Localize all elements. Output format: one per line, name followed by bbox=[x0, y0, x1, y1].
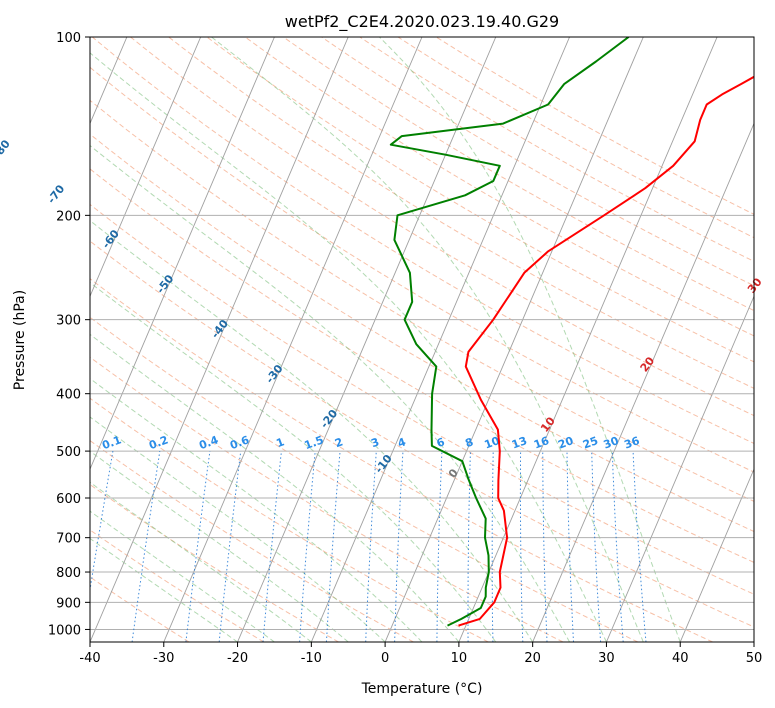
mixing-ratio-line bbox=[185, 451, 211, 642]
isotherm bbox=[90, 37, 202, 298]
y-axis-label: Pressure (hPa) bbox=[12, 290, 28, 390]
axes: -40 -30 -20 -10 0 10 20 30 40 5010020030040050060… bbox=[48, 31, 762, 666]
mixing-ratio-label: 6 bbox=[435, 435, 447, 450]
x-tick-label: -40 bbox=[79, 651, 100, 666]
dry-adiabat bbox=[91, 37, 754, 444]
y-tick-label: 300 bbox=[56, 314, 81, 329]
series-layer bbox=[389, 37, 754, 627]
background-lines bbox=[90, 37, 754, 642]
x-tick-label: 30 bbox=[598, 651, 615, 666]
mixing-ratio-line bbox=[90, 451, 114, 593]
isotherm bbox=[90, 37, 275, 471]
moist-adiabat bbox=[90, 537, 238, 642]
moist-adiabat bbox=[90, 220, 534, 642]
dry-adiabat bbox=[206, 37, 754, 363]
isotherm bbox=[163, 37, 423, 642]
dry-adiabat bbox=[90, 168, 754, 563]
moist-adiabat bbox=[90, 377, 423, 642]
x-tick-label: -10 bbox=[301, 651, 322, 666]
plot-frame bbox=[89, 36, 755, 643]
moist-adiabat bbox=[90, 52, 607, 642]
dry-adiabat bbox=[130, 37, 754, 417]
moist-adiabat bbox=[90, 416, 386, 642]
moist-adiabat bbox=[90, 333, 460, 642]
moist-adiabat bbox=[90, 281, 497, 642]
mixing-ratio-label: 2 bbox=[333, 435, 345, 450]
mixing-ratio-label: 0.2 bbox=[147, 433, 170, 452]
isotherm bbox=[90, 37, 349, 642]
dry-adiabat bbox=[90, 440, 414, 642]
dry-adiabat bbox=[90, 529, 265, 642]
y-tick-label: 1000 bbox=[48, 623, 81, 638]
dry-adiabat bbox=[244, 37, 754, 337]
dry-adiabat bbox=[90, 278, 713, 642]
mixing-ratio-label: 1.5 bbox=[303, 433, 326, 452]
x-tick-label: -30 bbox=[153, 651, 174, 666]
dry-adiabat bbox=[90, 203, 754, 595]
y-tick-label: 800 bbox=[56, 566, 81, 581]
x-tick-label: 20 bbox=[524, 651, 541, 666]
mixing-ratio-line bbox=[218, 451, 242, 642]
mixing-ratio-label: 1 bbox=[274, 435, 286, 450]
moist-adiabat bbox=[90, 510, 275, 642]
chart-title: wetPf2_C2E4.2020.023.19.40.G29 bbox=[285, 12, 559, 32]
y-tick-label: 900 bbox=[56, 596, 81, 611]
mixing-ratio-label: 0.1 bbox=[100, 433, 123, 452]
dry-adiabat bbox=[90, 240, 754, 628]
x-tick-label: 10 bbox=[451, 651, 468, 666]
dry-adiabat bbox=[90, 133, 754, 533]
moist-adiabat bbox=[90, 144, 571, 642]
y-tick-label: 700 bbox=[56, 532, 81, 547]
isotherm bbox=[532, 122, 754, 642]
isotherm bbox=[237, 37, 497, 642]
dry-adiabat bbox=[397, 37, 754, 239]
mixing-ratio-label: 4 bbox=[396, 435, 408, 450]
mixing-ratio-label: 10 bbox=[483, 434, 502, 452]
x-tick-label: 50 bbox=[746, 651, 763, 666]
mixing-ratio-label: 20 bbox=[556, 434, 575, 452]
mixing-ratio-line bbox=[131, 451, 161, 642]
y-tick-label: 500 bbox=[56, 445, 81, 460]
moist-adiabat bbox=[211, 37, 644, 642]
dewpoint-line bbox=[389, 37, 630, 627]
dry-adiabat bbox=[283, 37, 754, 312]
isotherm bbox=[458, 37, 718, 642]
y-tick-label: 600 bbox=[56, 492, 81, 507]
moist-adiabat bbox=[379, 37, 681, 642]
mixing-ratio-label: 0.6 bbox=[228, 433, 251, 452]
mixing-ratio-label: 8 bbox=[463, 435, 475, 450]
mixing-ratio-label: 30 bbox=[602, 434, 621, 452]
x-tick-label: 40 bbox=[672, 651, 689, 666]
mixing-ratio-label: 0.4 bbox=[197, 433, 220, 452]
dry-adiabat bbox=[168, 37, 754, 389]
mixing-ratio-label: 13 bbox=[510, 434, 529, 451]
isotherm bbox=[384, 37, 644, 642]
dry-adiabat bbox=[90, 316, 639, 642]
isotherm-label: -70 bbox=[45, 182, 68, 206]
dry-adiabat bbox=[359, 37, 754, 262]
isotherm-label: -80 bbox=[0, 137, 13, 161]
x-tick-label: -20 bbox=[227, 651, 248, 666]
dry-adiabat bbox=[90, 66, 754, 473]
isotherm bbox=[606, 295, 754, 642]
temperature-line bbox=[458, 75, 754, 627]
y-tick-label: 200 bbox=[56, 209, 81, 224]
y-tick-label: 100 bbox=[56, 31, 81, 46]
mixing-ratio-label: 16 bbox=[532, 434, 551, 452]
isotherm bbox=[753, 640, 754, 642]
mixing-ratio-label: 3 bbox=[369, 435, 381, 450]
x-axis-label: Temperature (°C) bbox=[361, 681, 483, 697]
isotherm bbox=[310, 37, 570, 642]
y-tick-label: 400 bbox=[56, 388, 81, 403]
mixing-ratio-label: 36 bbox=[622, 434, 641, 452]
isotherm bbox=[679, 467, 754, 642]
mixing-ratio-label: 25 bbox=[581, 434, 600, 451]
x-tick-label: 0 bbox=[381, 651, 389, 666]
